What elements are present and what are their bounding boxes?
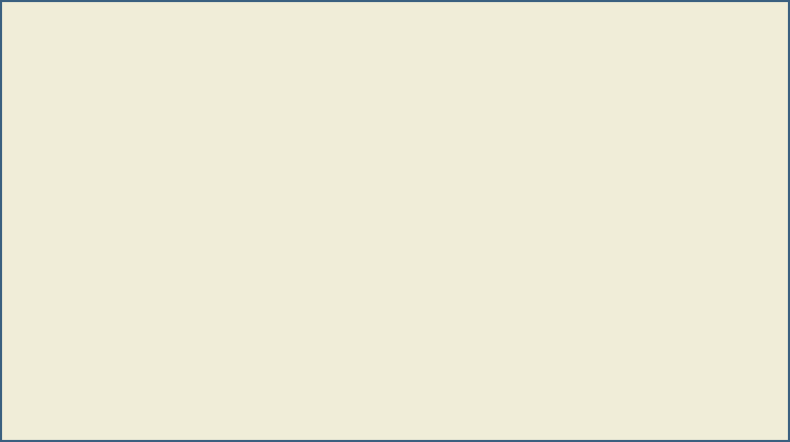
Text: -  Dr. Volkmar G. Hable: - Dr. Volkmar G. Hable (470, 20, 633, 34)
Text: Uranium Price Forecast till 2024: Uranium Price Forecast till 2024 (118, 20, 395, 35)
Y-axis label: US$/lb: US$/lb (28, 176, 41, 217)
Legend: Ux long-term price, Ux spot price, Euratom long-term price: Ux long-term price, Ux spot price, Eurat… (156, 412, 634, 432)
X-axis label: Year: Year (408, 381, 434, 393)
